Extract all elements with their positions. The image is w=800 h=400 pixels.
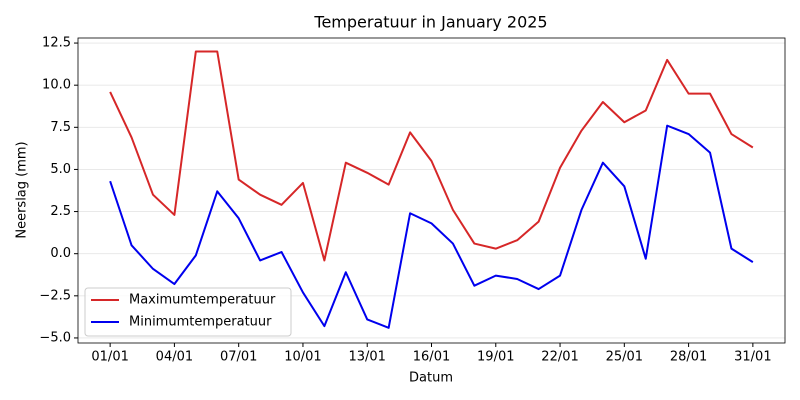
x-tick-label: 25/01	[606, 350, 643, 365]
x-axis-label: Datum	[409, 371, 453, 386]
y-tick-label: 0.0	[50, 246, 71, 261]
x-tick-label: 13/01	[348, 350, 385, 365]
x-tick-label: 31/01	[734, 350, 771, 365]
x-tick-label: 01/01	[91, 350, 128, 365]
y-tick-label: 5.0	[50, 162, 71, 177]
y-tick-label: 2.5	[50, 204, 71, 219]
x-tick-label: 07/01	[220, 350, 257, 365]
x-tick-label: 22/01	[541, 350, 578, 365]
y-tick-label: −2.5	[39, 288, 71, 303]
x-tick-label: 10/01	[284, 350, 321, 365]
x-tick-label: 19/01	[477, 350, 514, 365]
x-tick-label: 04/01	[156, 350, 193, 365]
legend-label: Maximumtemperatuur	[129, 293, 276, 308]
x-tick-label: 28/01	[670, 350, 707, 365]
y-tick-label: 10.0	[42, 78, 71, 93]
chart-title: Temperatuur in January 2025	[313, 13, 547, 32]
legend-box	[84, 287, 292, 337]
y-tick-label: 7.5	[50, 120, 71, 135]
x-tick-label: 16/01	[413, 350, 450, 365]
line	[109, 124, 754, 329]
y-tick-label: 12.5	[42, 36, 71, 51]
y-tick-label: −5.0	[39, 330, 71, 345]
line	[109, 50, 754, 262]
y-axis-label: Neerslag (mm)	[15, 141, 30, 238]
plot-frame	[77, 37, 786, 344]
legend: Maximumtemperatuur Minimumtemperatuur	[84, 287, 292, 337]
legend-label: Minimumtemperatuur	[129, 315, 272, 330]
